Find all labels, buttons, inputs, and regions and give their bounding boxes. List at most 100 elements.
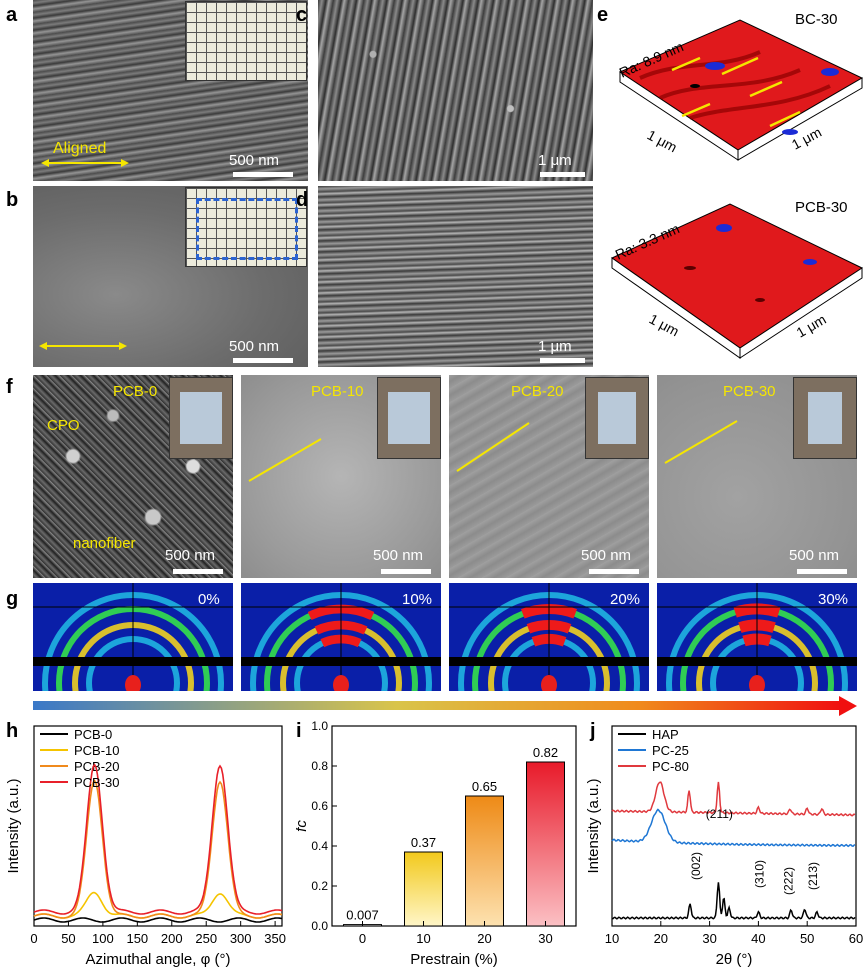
chart-j-xtick-label-5: 60 [849,931,863,946]
inset-grid-photo-b [185,187,307,267]
sem-image-f-pcb30: PCB-30 500 nm [657,375,857,578]
stretch-photo-pcb20 [585,377,649,459]
scale-label-b: 500 nm [229,338,280,355]
orientation-arrow-f-1 [248,438,322,482]
chart-j-series-1 [611,808,856,848]
sample-label-f-2: PCB-20 [511,383,564,400]
waxs-pattern-0 [33,583,233,691]
prestrain-label-g-2: 20% [610,591,641,608]
chart-h-series-0 [33,917,283,923]
chart-j-annotation-4: (213) [806,862,820,890]
scale-bar-f-1 [381,569,431,574]
scale-bar-f-2 [589,569,639,574]
scale-bar-d [540,358,585,363]
chart-h-xtick-label-6: 300 [230,931,252,946]
panel-label-h: h [6,720,19,742]
sem-image-f-pcb10: PCB-10 500 nm [241,375,441,578]
strain-gradient-arrow [33,696,857,716]
chart-j-series-0 [612,882,856,920]
scale-bar-f-0 [173,569,223,574]
afm-panel-e: BC-30 Ra: 8.9 nm 1 μm 1 μm PCB-30 Ra: 3.… [610,11,864,359]
panel-label-c: c [296,4,308,26]
chart-i-xtick-label-1: 10 [416,931,430,946]
chart-j-xtick-label-1: 20 [654,931,668,946]
chart-i-xtick-label-0: 0 [359,931,366,946]
chart-h-series-2 [33,779,283,919]
chart-h-xtick-label-7: 350 [264,931,286,946]
panel-label-i: i [296,720,302,742]
inset-grid-photo-a [185,1,307,81]
scale-label-c: 1 μm [538,152,572,169]
waxs-pattern-2 [449,583,649,691]
chart-h-xlabel: Azimuthal angle, φ (°) [86,951,231,968]
chart-i-value-label-1: 0.37 [411,835,436,850]
orientation-arrow-f-2 [456,422,530,472]
chart-j-annotation-0: (211) [706,807,733,821]
afm-axis1-bottom: 1 μm [647,311,682,340]
chart-j-ylabel: Intensity (a.u.) [585,778,602,873]
sample-label-f-0: PCB-0 [113,383,158,400]
chart-j-legend-label-1: PC-25 [652,743,689,758]
chart-i-ytick-label-1: 0.2 [311,879,328,893]
chart-h-legend-label-3: PCB-30 [74,775,120,790]
chart-i-xlabel: Prestrain (%) [410,951,498,968]
scale-label-a: 500 nm [229,152,280,169]
chart-i-ytick-label-0: 0.0 [311,919,328,933]
chart-i-ylabel: fc [296,820,310,832]
afm-sample-top: BC-30 [795,11,838,28]
sem-image-a: Aligned 500 nm [33,0,308,181]
scale-bar-c [540,172,585,177]
prestrain-label-g-3: 30% [818,591,849,608]
alignment-arrow-a [41,159,129,167]
afm-sample-bottom: PCB-30 [795,199,848,216]
chart-j-series-2 [611,781,856,817]
nanofiber-label: nanofiber [73,535,136,552]
cpo-label: CPO [47,417,80,434]
afm-surface-bc30: BC-30 Ra: 8.9 nm 1 μm 1 μm [617,11,864,161]
chart-i-frame [331,725,577,927]
scale-bar-a [233,172,293,177]
scale-bar-b [233,358,293,363]
chart-j-annotation-1: (002) [689,852,703,880]
chart-i-bar-3 [526,761,565,927]
chart-j-frame [611,725,857,927]
scale-label-f-3: 500 nm [789,547,840,564]
sample-label-f-3: PCB-30 [723,383,776,400]
chart-h-ylabel: Intensity (a.u.) [5,778,22,873]
panel-label-a: a [6,4,18,26]
chart-j-xtick-label-4: 50 [800,931,814,946]
scale-label-f-2: 500 nm [581,547,632,564]
chart-h-legend-label-0: PCB-0 [74,727,112,742]
chart-j-legend-label-0: HAP [652,727,679,742]
scale-label-d: 1 μm [538,338,572,355]
chart-h-frame [33,725,283,927]
chart-i-bar-2 [465,795,504,927]
chart-h: 0 50 100 150 200 250 300 350 Azimuthal angle, φ … [5,725,286,968]
chart-i-value-label-0: 0.007 [346,908,379,923]
panel-label-d: d [296,189,309,211]
panel-label-b: b [6,189,19,211]
scale-label-f-0: 500 nm [165,547,216,564]
scale-label-f-1: 500 nm [373,547,424,564]
sem-image-f-pcb0: PCB-0 CPO nanofiber 500 nm [33,375,233,578]
aligned-text: Aligned [53,140,107,157]
stretch-photo-pcb30 [793,377,857,459]
panel-label-g: g [6,588,19,610]
chart-h-xtick-label-2: 100 [92,931,114,946]
chart-h-xtick-label-5: 250 [195,931,217,946]
afm-surface-pcb30: PCB-30 Ra: 3.3 nm 1 μm 1 μm [610,199,864,359]
chart-i-bar-1 [404,851,443,927]
chart-i-value-label-3: 0.82 [533,745,558,760]
scale-bar-f-3 [797,569,847,574]
chart-i-value-label-2: 0.65 [472,779,497,794]
sample-label-f-1: PCB-10 [311,383,364,400]
chart-j-xtick-label-0: 10 [605,931,619,946]
chart-h-xtick-label-3: 150 [126,931,148,946]
chart-j-xtick-label-2: 30 [702,931,716,946]
afm-axis2-top: 1 μm [789,124,824,153]
waxs-pattern-3 [657,583,857,691]
alignment-arrow-b [39,342,127,350]
chart-i-ytick-label-5: 1.0 [311,719,328,733]
chart-i-ytick-label-2: 0.4 [311,839,328,853]
sem-image-b: 500 nm [33,186,308,367]
